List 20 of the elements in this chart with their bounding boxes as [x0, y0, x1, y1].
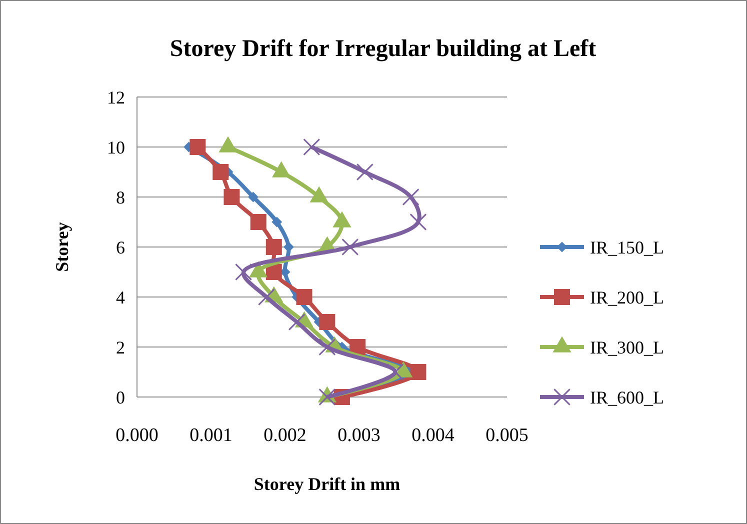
y-tick-label: 8	[116, 187, 125, 208]
y-tick-label: 0	[116, 387, 125, 408]
y-tick-label: 6	[116, 237, 125, 258]
x-tick-label: 0.003	[338, 425, 380, 446]
y-tick-label: 2	[116, 337, 125, 358]
x-tick-label: 0.000	[116, 425, 158, 446]
y-tick-label: 12	[107, 87, 125, 108]
x-tick-label: 0.002	[264, 425, 306, 446]
x-tick-label: 0.001	[190, 425, 232, 446]
x-tick-label: 0.005	[486, 425, 528, 446]
legend-label: IR_300_L	[590, 337, 664, 358]
y-tick-label: 4	[116, 287, 125, 308]
x-tick-label: 0.004	[412, 425, 455, 446]
chart-title: Storey Drift for Irregular building at Left	[170, 36, 596, 62]
legend-label: IR_600_L	[590, 387, 664, 408]
legend-label: IR_150_L	[590, 237, 664, 258]
y-tick-label: 10	[107, 137, 125, 158]
y-axis-title: Storey	[52, 222, 72, 272]
x-axis-title: Storey Drift in mm	[254, 474, 400, 494]
legend-label: IR_200_L	[590, 287, 664, 308]
